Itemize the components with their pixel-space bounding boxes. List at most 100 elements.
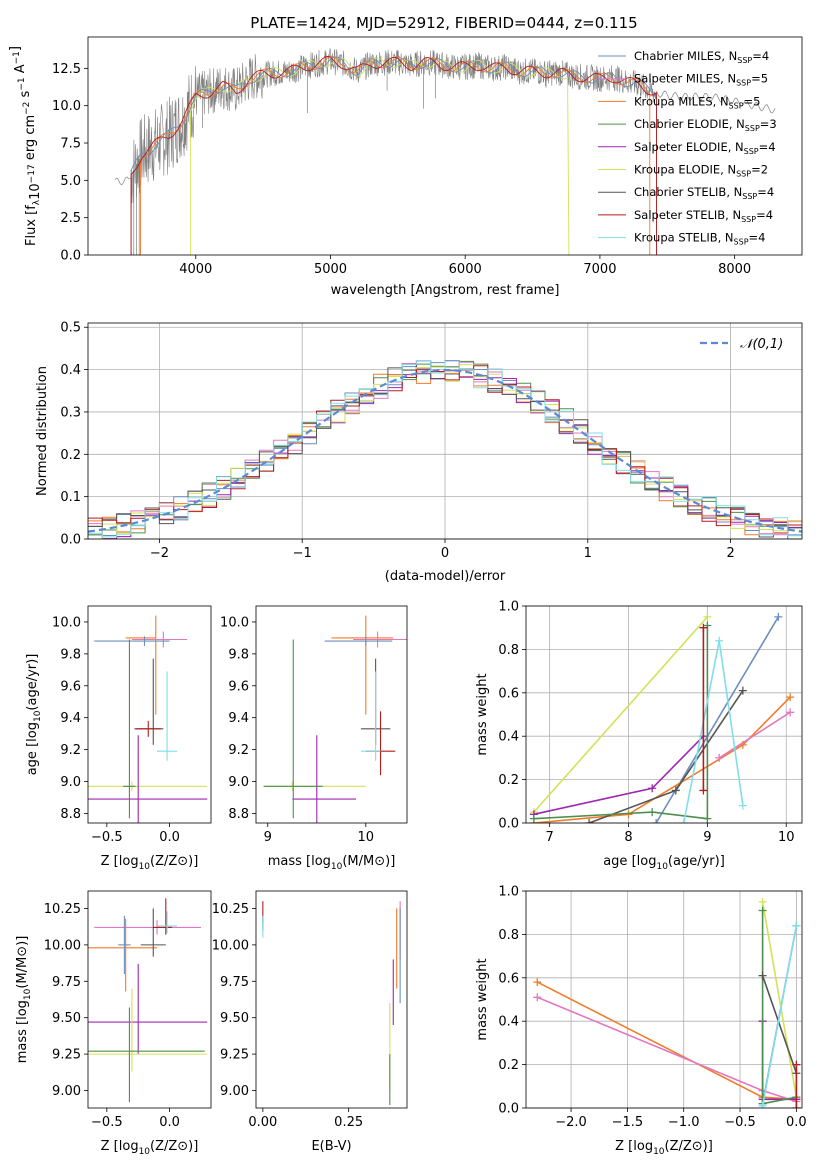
legend-name: Salpeter STELIB, N bbox=[634, 208, 741, 222]
y-tick-label: 9.4 bbox=[60, 711, 81, 726]
axes: −2 −1 0 1 2 0.0 0.1 0.2 0.3 0.4 0.5 bbox=[60, 321, 803, 561]
plot-area bbox=[88, 360, 802, 539]
x-tick-label: 0.25 bbox=[334, 1115, 363, 1130]
y-tick-label: 9.00 bbox=[52, 1084, 81, 1099]
x-tick-label: 9 bbox=[264, 830, 272, 845]
axes: 4000 5000 6000 7000 8000 0.0 2.5 5.0 7.5 10.0 12.5 bbox=[52, 36, 803, 277]
y-tick-label: 0.0 bbox=[498, 817, 519, 832]
panel-mass_vs_ebv: 0.00 0.25 9.00 9.25 9.50 9.75 10.00 10.25 E(B-V) bbox=[212, 890, 408, 1154]
observed-spectrum bbox=[130, 48, 657, 204]
x-axis-label: Z [log10(Z/Z⊙)] bbox=[615, 1139, 713, 1157]
x-axis-label: E(B-V) bbox=[311, 1139, 351, 1154]
label-part: Z [log bbox=[615, 1139, 653, 1154]
series-line bbox=[536, 996, 797, 1103]
point-kroupa-miles bbox=[125, 615, 157, 715]
legend-value: =4 bbox=[756, 208, 773, 222]
series-line bbox=[761, 925, 798, 1106]
legend-name: Kroupa STELIB, N bbox=[634, 231, 734, 245]
legend-sub: SSP bbox=[744, 147, 759, 156]
series-salpeter-miles bbox=[715, 708, 795, 762]
axes-frame bbox=[87, 322, 803, 540]
legend-entry: 𝒩(0,1) bbox=[740, 337, 783, 352]
normal-curve bbox=[88, 368, 802, 533]
y-axis-label: mass weight bbox=[475, 958, 490, 1040]
series-line bbox=[536, 981, 797, 1101]
x-tick-label: 9 bbox=[703, 830, 711, 845]
x-axis-label: Z [log10(Z/Z⊙)] bbox=[101, 854, 199, 872]
label-part: Flux [f bbox=[24, 205, 39, 246]
legend-value: =4 bbox=[757, 185, 774, 199]
x-tick-label: 7 bbox=[546, 830, 554, 845]
y-tick-label: 9.0 bbox=[228, 775, 249, 790]
y-tick-label: 9.25 bbox=[52, 1048, 81, 1063]
series-marker bbox=[648, 784, 657, 793]
point-kroupa-elodie bbox=[88, 988, 208, 1072]
label-part: erg cm bbox=[23, 115, 38, 164]
legend-entry: Chabrier MILES, NSSP=4 bbox=[634, 49, 769, 65]
series-marker bbox=[758, 971, 767, 980]
point-salpeter-stelib bbox=[135, 720, 161, 737]
y-tick-label: 0.6 bbox=[498, 971, 519, 986]
axes-frame bbox=[87, 890, 212, 1109]
x-tick-label: 0 bbox=[441, 546, 449, 561]
point-kroupa-stelib bbox=[360, 671, 381, 761]
y-tick-label: 10.00 bbox=[212, 938, 249, 953]
axes-frame bbox=[87, 605, 212, 824]
series-marker bbox=[703, 612, 712, 621]
panel-weight_vs_Z: −2.0 −1.5 −1.0 −0.5 0.0 0.0 0.2 0.4 0.6 0.8 1.0 Z [… bbox=[475, 885, 807, 1158]
point-salpeter-miles bbox=[94, 920, 201, 935]
y-tick-label: 9.50 bbox=[220, 1011, 249, 1026]
y-tick-label: 8.8 bbox=[228, 807, 249, 822]
series-marker bbox=[679, 819, 688, 823]
series-line bbox=[533, 616, 708, 813]
y-tick-label: 9.6 bbox=[60, 679, 81, 694]
y-tick-label: 9.6 bbox=[228, 679, 249, 694]
x-tick-label: 5000 bbox=[314, 262, 347, 277]
legend-sub: SSP bbox=[734, 238, 749, 247]
x-tick-label: −1.0 bbox=[668, 1115, 700, 1130]
legend-value: =4 bbox=[759, 140, 776, 154]
y-tick-label: 9.2 bbox=[60, 743, 81, 758]
series-line bbox=[718, 711, 791, 759]
series-marker bbox=[671, 786, 680, 795]
x-tick-label: 1 bbox=[584, 546, 592, 561]
y-tick-label: 9.75 bbox=[52, 975, 81, 990]
series-salpeter-stelib bbox=[699, 623, 708, 795]
x-tick-label: −0.5 bbox=[91, 830, 123, 845]
point-kroupa-elodie bbox=[88, 781, 208, 792]
panel-residual_hist: −2 −1 0 1 2 0.0 0.1 0.2 0.3 0.4 0.5 (data-model)/er… bbox=[35, 321, 803, 584]
axes-frame bbox=[255, 890, 408, 1109]
x-tick-label: 0.0 bbox=[159, 830, 180, 845]
label-part: (M/M⊙)] bbox=[342, 854, 395, 869]
figure-title: PLATE=1424, MJD=52912, FIBERID=0444, z=0… bbox=[250, 14, 637, 32]
legend-name: Salpeter MILES, N bbox=[634, 72, 736, 86]
histogram-salpeter-stelib bbox=[88, 365, 802, 534]
y-tick-label: 9.4 bbox=[228, 711, 249, 726]
series-marker bbox=[585, 819, 594, 823]
series-salpeter-miles bbox=[533, 993, 801, 1106]
series-line bbox=[761, 975, 798, 1074]
plot-area bbox=[88, 898, 208, 1103]
x-tick-label: −2 bbox=[150, 546, 169, 561]
x-tick-label: −1 bbox=[293, 546, 312, 561]
series-marker bbox=[774, 612, 783, 621]
point-chabrier-stelib bbox=[140, 908, 166, 957]
y-tick-label: 0.2 bbox=[498, 773, 519, 788]
x-tick-label: 0.00 bbox=[248, 1115, 277, 1130]
y-tick-label: 0.4 bbox=[498, 730, 519, 745]
plot-area bbox=[114, 48, 776, 255]
plot-area bbox=[529, 612, 795, 823]
spectrum-legend: Chabrier MILES, NSSP=4 Salpeter MILES, N S… bbox=[598, 49, 777, 247]
series-marker bbox=[715, 753, 724, 762]
y-axis-label: Flux [fλ10−17 erg cm−2 s−1 A−1] bbox=[8, 46, 43, 246]
series-chabrier-elodie bbox=[529, 621, 712, 823]
y-tick-label: 0.2 bbox=[498, 1058, 519, 1073]
series-line bbox=[533, 625, 709, 820]
y-tick-label: 0.8 bbox=[498, 928, 519, 943]
label-part: (age/yr)] bbox=[25, 654, 40, 711]
y-tick-label: 5.0 bbox=[60, 174, 81, 189]
axes: 7 8 9 10 0.0 0.2 0.4 0.6 0.8 1.0 bbox=[498, 600, 803, 845]
x-tick-label: 10 bbox=[358, 830, 375, 845]
axes: −2.0 −1.5 −1.0 −0.5 0.0 0.0 0.2 0.4 0.6 0.8 1.0 bbox=[498, 885, 806, 1131]
series-marker bbox=[533, 993, 542, 1002]
